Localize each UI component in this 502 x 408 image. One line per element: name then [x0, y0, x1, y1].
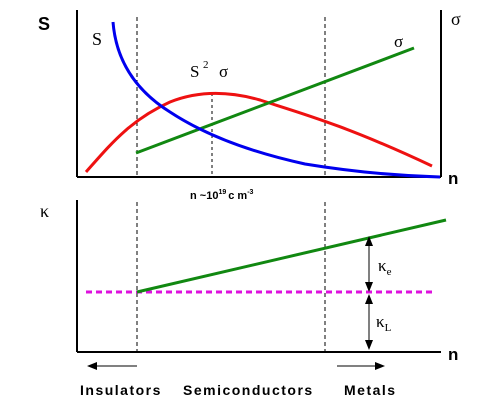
seebeck-curve: [111, 21, 441, 179]
kappa-L-label: κL: [376, 312, 392, 334]
insulators-arrow: [87, 362, 137, 370]
conductivity-line: [135, 46, 415, 155]
kappa-e-arrow: [365, 236, 373, 292]
bottom-y-axis-label-kappa: κ: [40, 201, 49, 221]
kappa-e-symbol: κ: [378, 256, 387, 275]
carrier-unit-exp: -3: [247, 189, 253, 196]
kappa-L-sub: L: [385, 322, 392, 334]
seebeck-label: S: [92, 29, 102, 49]
carrier-unit: c m: [228, 190, 247, 202]
kappa-L-symbol: κ: [376, 312, 385, 331]
kappa-e-label: κe: [378, 256, 392, 278]
conductivity-label: σ: [394, 32, 403, 51]
kappa-L-arrow: [365, 294, 373, 350]
top-y-axis-label-sigma: σ: [451, 9, 461, 29]
power-factor-label-sigma: σ: [219, 62, 228, 81]
power-factor-label-exp: 2: [203, 59, 209, 71]
metals-arrow: [337, 362, 385, 370]
metals-label: Metals: [344, 382, 397, 398]
top-y-axis-label-S: S: [38, 14, 50, 34]
carrier-concentration-label: n ~1019 c m-3: [190, 189, 254, 202]
carrier-exponent: 19: [218, 189, 226, 196]
kappa-e-sub: e: [387, 266, 392, 278]
top-x-axis-label-n: n: [448, 169, 458, 188]
insulators-label: Insulators: [80, 382, 162, 398]
carrier-prefix: n ~10: [190, 190, 218, 202]
power-factor-label-S: S: [190, 62, 199, 81]
bottom-x-axis-label-n: n: [448, 345, 458, 364]
semiconductors-label: Semiconductors: [183, 382, 314, 398]
electronic-conductivity-line: [136, 218, 447, 294]
power-factor-curve: [84, 92, 433, 173]
